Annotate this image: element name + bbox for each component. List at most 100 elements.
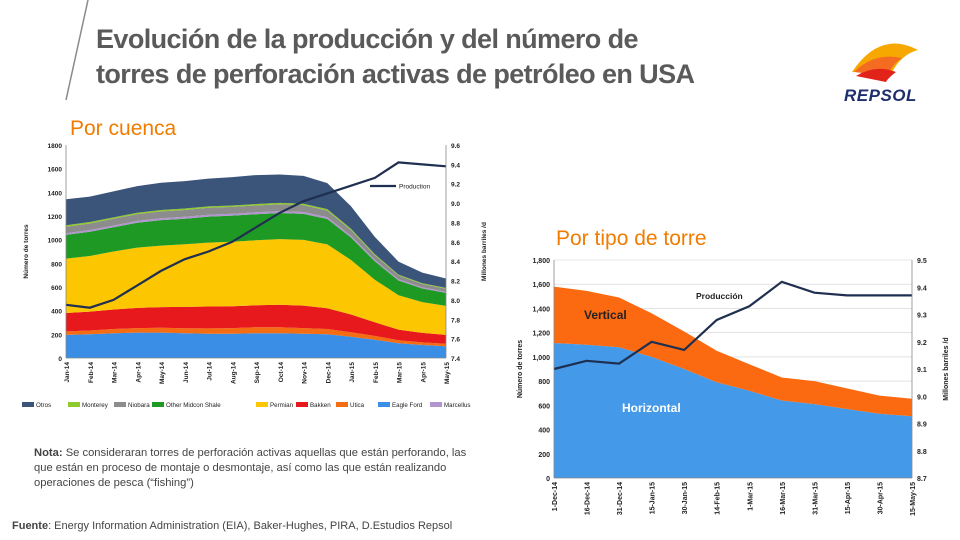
- production-line: [65, 161, 447, 309]
- legend-swatch-monterey: [68, 402, 80, 407]
- x-tick-label: 31-Mar-15: [812, 482, 819, 515]
- page-title: Evolución de la producción y del número …: [96, 22, 796, 92]
- y2-tick-label: 9.5: [917, 258, 927, 265]
- y-tick-label: 1,000: [532, 355, 550, 362]
- x-tick-label: Mar-15: [397, 362, 404, 383]
- y2-tick-label: 9.4: [917, 285, 927, 292]
- y-tick-label: 1800: [48, 143, 63, 150]
- legend-swatch-eagle-ford: [378, 402, 390, 407]
- y2-tick-label: 9.4: [451, 162, 460, 169]
- y2-tick-label: 9.0: [451, 201, 460, 208]
- legend-label-other-midcon-shale: Other Midcon Shale: [166, 402, 221, 409]
- y2-axis-label: Millones barriles /d: [481, 222, 488, 281]
- y2-tick-label: 7.6: [451, 337, 460, 344]
- y2-tick-label: 8.8: [451, 220, 460, 227]
- x-tick-label: May-15: [444, 362, 451, 384]
- x-tick-label: Nov-14: [302, 362, 309, 384]
- legend-label-permian: Permian: [270, 402, 294, 409]
- y2-tick-label: 8.9: [917, 422, 927, 429]
- y2-tick-label: 9.2: [917, 340, 927, 347]
- y2-tick-label: 8.0: [451, 298, 460, 305]
- x-tick-label: Jun-14: [183, 362, 190, 383]
- x-tick-label: Mar-14: [112, 362, 119, 383]
- legend-label-utica: Utica: [350, 402, 365, 409]
- series-label-horizontal: Horizontal: [622, 401, 681, 415]
- y2-axis-label: Millones barriles /d: [943, 337, 950, 400]
- basin-rig-chart: 0 200 400 600 800 1000 1200 1400 1600 1800 7.4 7.6 7…: [22, 143, 488, 409]
- area-horizontal: [554, 343, 912, 478]
- y2-tick-label: 9.2: [451, 182, 460, 189]
- legend-swatch-marcellus: [430, 402, 442, 407]
- legend-swatch-niobara: [114, 402, 126, 407]
- area-vertical: [554, 286, 912, 417]
- y2-tick-label: 7.8: [451, 317, 460, 324]
- x-tick-label: 16-Dec-14: [585, 482, 592, 515]
- y2-tick-label: 9.3: [917, 313, 927, 320]
- x-tick-label: 16-Mar-15: [780, 482, 787, 515]
- area-other-midcon-shale: [66, 213, 446, 306]
- legend-swatch-bakken: [296, 402, 308, 407]
- x-tick-label: Jan-15: [349, 362, 356, 383]
- area-bakken: [66, 304, 446, 344]
- legend-swatch-otros: [22, 402, 34, 407]
- y-tick-label: 800: [538, 379, 550, 386]
- y2-tick-label: 7.4: [451, 356, 460, 363]
- logo-text: REPSOL: [844, 86, 917, 105]
- x-tick-label: Oct-14: [278, 362, 285, 383]
- y-axis-label: Número de torres: [23, 224, 30, 279]
- note-block: Nota: Se consideraran torres de perforac…: [34, 446, 474, 491]
- y-tick-label: 1,600: [532, 282, 550, 289]
- x-tick-label: May-14: [159, 362, 166, 384]
- x-tick-label: Sep-14: [254, 362, 261, 384]
- subtitle-por-tipo-de-torre: Por tipo de torre: [556, 227, 707, 250]
- area-eagle-ford: [66, 332, 446, 358]
- y-tick-label: 1400: [48, 190, 63, 197]
- x-tick-label: Apr-14: [135, 362, 142, 383]
- source-label: Fuente: [12, 520, 49, 532]
- x-tick-label: 15-Apr-15: [845, 482, 852, 514]
- y-tick-label: 600: [538, 403, 550, 410]
- note-text: Se consideraran torres de perforación ac…: [34, 447, 467, 489]
- y2-tick-label: 9.6: [451, 143, 460, 150]
- y-tick-label: 800: [51, 261, 62, 268]
- production-line: [553, 280, 912, 371]
- legend-label-niobara: Niobara: [128, 402, 150, 409]
- source-text: : Energy Information Administration (EIA…: [48, 520, 453, 532]
- legend-swatch-other-midcon-shale: [152, 402, 164, 407]
- x-tick-label: 31-Dec-14: [617, 482, 624, 515]
- legend-label-otros: Otros: [36, 402, 51, 409]
- x-tick-label: 30-Apr-15: [877, 482, 884, 514]
- y-tick-label: 0: [546, 476, 550, 483]
- x-tick-label: Apr-15: [420, 362, 427, 383]
- production-legend-label: Production: [399, 184, 430, 191]
- legend-label-marcellus: Marcellus: [444, 402, 470, 409]
- x-tick-label: Feb-15: [373, 362, 380, 383]
- note-label: Nota:: [34, 447, 63, 459]
- legend-label-eagle-ford: Eagle Ford: [392, 402, 423, 409]
- rig-type-chart: 0 200 400 600 800 1,000 1,200 1,400 1,600 1,800 8.…: [517, 258, 950, 516]
- y-tick-label: 1,400: [532, 306, 550, 313]
- y-axis-label: Número de torres: [517, 340, 524, 398]
- y-tick-label: 1200: [48, 214, 63, 221]
- x-tick-label: Dec-14: [325, 362, 332, 384]
- y2-tick-label: 8.4: [451, 259, 460, 266]
- x-tick-label: 30-Jan-15: [682, 482, 689, 514]
- series-label-vertical: Vertical: [584, 308, 627, 322]
- y2-tick-label: 8.6: [451, 240, 460, 247]
- x-tick-label: Aug-14: [230, 362, 237, 384]
- y-tick-label: 1600: [48, 167, 63, 174]
- area-utica: [66, 327, 446, 347]
- page-title-line1: Evolución de la producción y del número …: [96, 24, 639, 54]
- x-tick-label: 1-Mar-15: [747, 482, 754, 511]
- y-tick-label: 0: [58, 356, 62, 363]
- legend-swatch-permian: [256, 402, 268, 407]
- y-tick-label: 1,800: [532, 258, 550, 265]
- y-tick-label: 1,200: [532, 331, 550, 338]
- y-tick-label: 600: [51, 285, 62, 292]
- y2-tick-label: 9.1: [917, 367, 927, 374]
- legend-swatch-utica: [336, 402, 348, 407]
- y-tick-label: 400: [538, 428, 550, 435]
- series-label-produccion: Producción: [696, 291, 743, 301]
- x-tick-label: 14-Feb-15: [715, 482, 722, 515]
- area-permian: [66, 239, 446, 335]
